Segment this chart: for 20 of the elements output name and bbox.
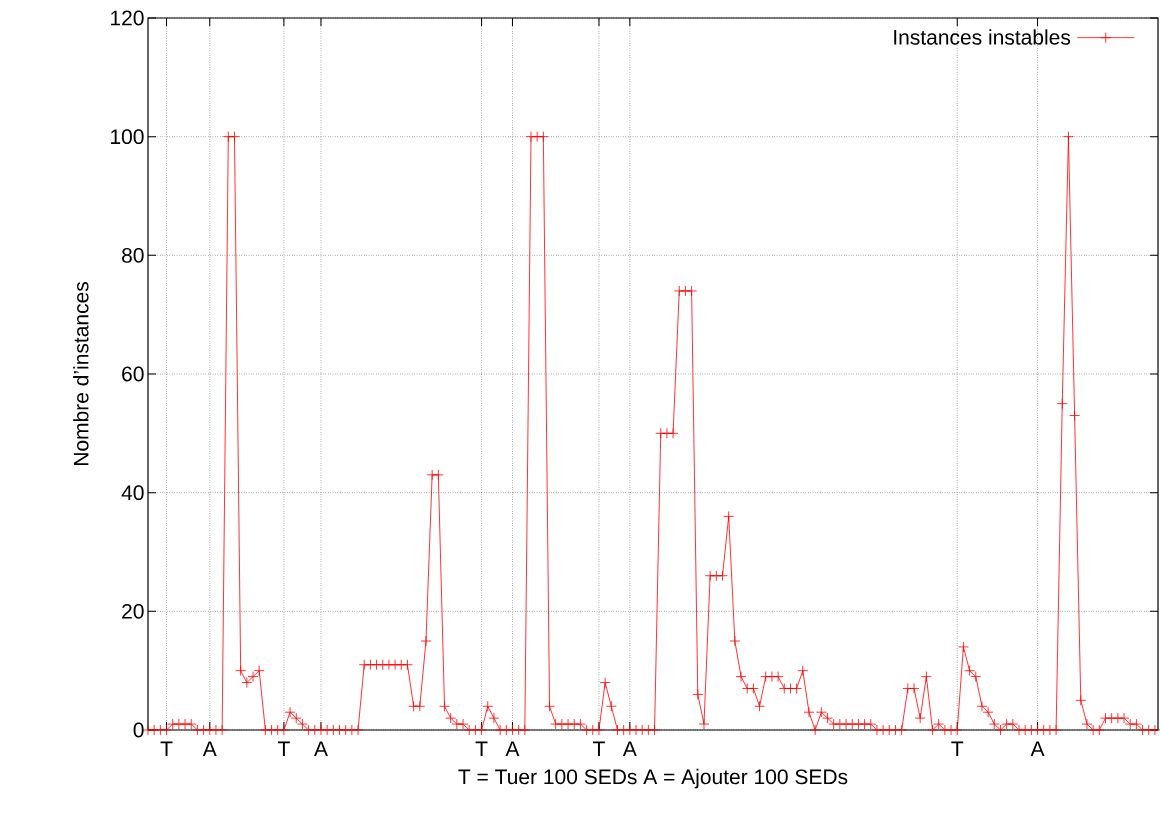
x-tick-label: T <box>160 741 173 756</box>
x-tick-label: A <box>314 741 328 756</box>
x-tick-label: A <box>1030 741 1045 756</box>
y-tick-label: 60 <box>122 366 144 382</box>
x-tick-label: A <box>202 741 217 756</box>
x-tick-label: T <box>593 741 605 756</box>
x-tick-label: A <box>505 741 520 756</box>
y-tick-label: 20 <box>122 603 144 619</box>
x-tick-label: A <box>622 741 637 756</box>
x-tick-label: T <box>475 741 488 756</box>
x-axis-title: T = Tuer 100 SEDs A = Ajouter 100 SEDs <box>458 768 848 789</box>
x-tick-label: T <box>951 741 964 756</box>
legend-label: Instances instables <box>894 29 1071 45</box>
y-tick-label: 40 <box>121 485 144 501</box>
y-axis-title: Nombre d’instances <box>73 282 89 466</box>
y-tick-label: 100 <box>111 129 144 145</box>
y-tick-label: 0 <box>133 722 144 738</box>
x-tick-label: T <box>277 741 290 756</box>
y-tick-label: 80 <box>122 247 144 263</box>
y-tick-label: 120 <box>111 10 144 26</box>
